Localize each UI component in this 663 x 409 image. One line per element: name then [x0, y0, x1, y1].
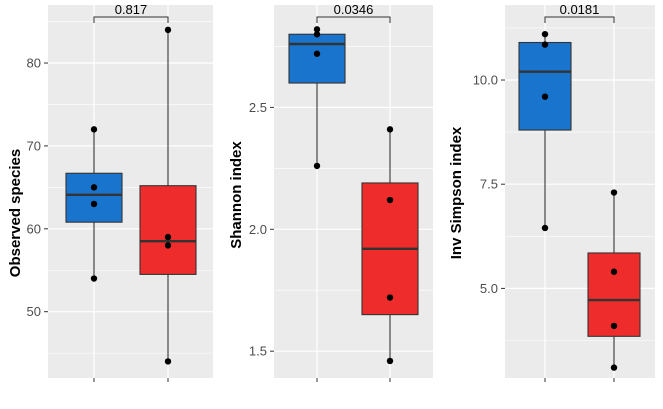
- y-tick-label: 80: [27, 56, 41, 71]
- data-point: [90, 184, 98, 191]
- data-point: [610, 322, 618, 330]
- data-point: [90, 126, 98, 133]
- data-point: [610, 189, 618, 196]
- data-point: [541, 30, 549, 38]
- data-point: [541, 41, 549, 48]
- p-value-label: 0.0346: [334, 2, 374, 17]
- data-point: [541, 93, 549, 100]
- box: [139, 185, 197, 275]
- box-group-1: [288, 26, 346, 170]
- significance-bracket: [316, 16, 391, 23]
- significance-bracket: [93, 16, 169, 23]
- p-value-label: 0.0181: [560, 2, 600, 17]
- data-point: [90, 275, 98, 282]
- box-group-1: [65, 126, 123, 282]
- box-group-2: [139, 26, 197, 365]
- data-point: [541, 224, 549, 232]
- panel-observed-species: 50 60 70 80 Observed species 0.817: [7, 2, 213, 382]
- data-point: [313, 162, 321, 170]
- box: [587, 252, 641, 337]
- data-point: [164, 242, 172, 249]
- data-point: [164, 26, 172, 34]
- y-tick-label: 7.5: [480, 177, 498, 192]
- data-point: [164, 233, 172, 241]
- data-point: [313, 26, 321, 33]
- y-tick-label: 2.0: [249, 222, 267, 237]
- data-point: [610, 364, 618, 371]
- y-tick-label: 60: [27, 221, 41, 236]
- box-group-1: [518, 30, 572, 232]
- y-axis-title: Inv Simpson index: [448, 126, 465, 259]
- box: [288, 33, 346, 84]
- significance-bracket: [544, 16, 615, 23]
- data-point: [386, 126, 394, 133]
- y-tick-label: 70: [27, 138, 41, 153]
- box: [65, 172, 123, 223]
- y-tick-label: 50: [27, 304, 41, 319]
- y-tick-label: 5.0: [480, 281, 498, 296]
- box-group-2: [587, 189, 641, 371]
- data-point: [313, 31, 321, 38]
- data-point: [90, 200, 98, 208]
- data-point: [386, 357, 394, 365]
- panel-shannon-index: 1.5 2.0 2.5 Shannon index 0.0346: [228, 2, 433, 382]
- y-axis-title: Observed species: [7, 149, 24, 277]
- y-tick-label: 1.5: [249, 344, 267, 359]
- data-point: [386, 196, 394, 204]
- data-point: [386, 294, 394, 301]
- box-group-2: [361, 126, 419, 365]
- data-point: [164, 358, 172, 365]
- y-tick-label: 2.5: [249, 100, 267, 115]
- p-value-label: 0.817: [115, 2, 148, 17]
- data-point: [313, 50, 321, 57]
- panel-inv-simpson-index: 5.0 7.5 10.0 Inv Simpson index 0.0181: [448, 2, 655, 382]
- y-axis-title: Shannon index: [228, 141, 245, 249]
- box: [518, 41, 572, 131]
- data-point: [610, 268, 618, 275]
- y-tick-label: 10.0: [473, 73, 498, 88]
